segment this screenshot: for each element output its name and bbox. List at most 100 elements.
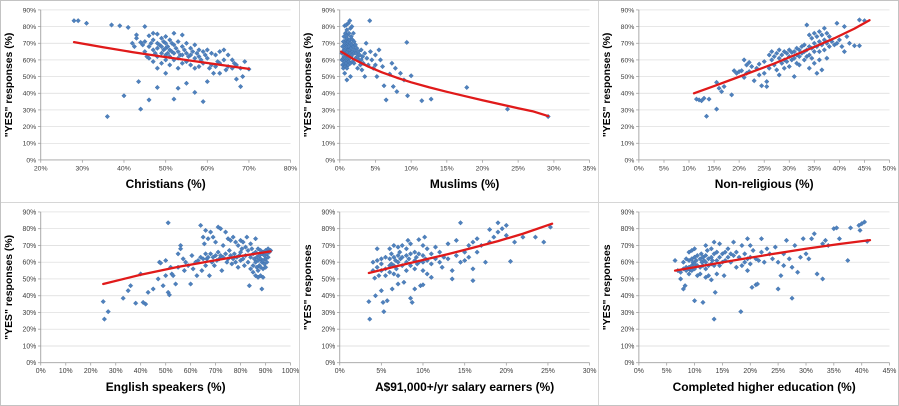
svg-text:15%: 15% xyxy=(716,368,730,375)
svg-text:90%: 90% xyxy=(621,7,635,14)
gridlines xyxy=(40,211,291,347)
svg-text:0%: 0% xyxy=(26,157,36,164)
svg-text:15%: 15% xyxy=(707,165,721,172)
x-axis-ticks: 0% 5% 10% 15% 20% 25% 30% 35% 40% 45% xyxy=(634,362,897,375)
svg-text:5%: 5% xyxy=(662,368,672,375)
svg-text:45%: 45% xyxy=(883,368,897,375)
y-axis-ticks: 0% 10% 20% 30% 40% 50% 60% 70% 80% 90% xyxy=(621,209,639,367)
svg-text:70%: 70% xyxy=(322,243,336,250)
svg-text:20%: 20% xyxy=(743,368,757,375)
svg-text:90%: 90% xyxy=(23,7,37,14)
scatter-chart-christians: 0% 10% 20% 30% 40% 50% 60% 70% 80% 90% 20% 30% 40% 50… xyxy=(4,7,297,191)
axes xyxy=(638,211,890,364)
svg-text:30%: 30% xyxy=(109,368,123,375)
data-points xyxy=(366,220,553,322)
svg-text:50%: 50% xyxy=(621,74,635,81)
x-axis-title: Muslims (%) xyxy=(430,177,500,191)
svg-text:15%: 15% xyxy=(440,165,454,172)
x-axis-ticks: 0% 5% 10% 15% 20% 25% 30% xyxy=(335,362,597,375)
svg-text:35%: 35% xyxy=(583,165,597,172)
svg-text:0%: 0% xyxy=(26,360,36,367)
trend-line xyxy=(367,222,554,275)
y-axis-ticks: 0% 10% 20% 30% 40% 50% 60% 70% 80% 90% xyxy=(23,209,41,367)
svg-text:20%: 20% xyxy=(499,368,513,375)
svg-text:30%: 30% xyxy=(322,310,336,317)
scatter-chart-non-religious: 0% 10% 20% 30% 40% 50% 60% 70% 80% 90% 0% 5% 10% 15% 2… xyxy=(602,7,896,191)
svg-text:20%: 20% xyxy=(34,165,48,172)
trend-line xyxy=(673,238,872,272)
panel-salary-earners: 0% 10% 20% 30% 40% 50% 60% 70% 80% 90% 0% 5% 10% 15% 2… xyxy=(300,203,599,405)
scatter-chart-english-speakers: 0% 10% 20% 30% 40% 50% 60% 70% 80% 90% 0% 10% 20% 30%… xyxy=(4,209,299,394)
svg-text:70%: 70% xyxy=(242,165,256,172)
y-axis-ticks: 0% 10% 20% 30% 40% 50% 60% 70% 80% 90% xyxy=(23,7,41,164)
scatter-chart-salary-earners: 0% 10% 20% 30% 40% 50% 60% 70% 80% 90% 0% 5% 10% 15% 2… xyxy=(303,209,597,394)
svg-text:60%: 60% xyxy=(200,165,214,172)
x-axis-title: Christians (%) xyxy=(126,177,206,191)
y-axis-title: "YES" responses (%) xyxy=(4,235,15,340)
svg-text:80%: 80% xyxy=(322,24,336,31)
svg-text:50%: 50% xyxy=(23,74,37,81)
svg-text:10%: 10% xyxy=(416,368,430,375)
panel-higher-education: 0% 10% 20% 30% 40% 50% 60% 70% 80% 90% 0% 5% 10% 15% 2… xyxy=(599,203,898,405)
svg-text:40%: 40% xyxy=(833,165,847,172)
gridlines xyxy=(339,211,590,347)
svg-text:25%: 25% xyxy=(541,368,555,375)
axes xyxy=(339,211,590,364)
svg-text:0%: 0% xyxy=(624,157,634,164)
svg-text:40%: 40% xyxy=(117,165,131,172)
svg-text:20%: 20% xyxy=(84,368,98,375)
gridlines xyxy=(638,211,890,347)
svg-text:60%: 60% xyxy=(621,260,635,267)
svg-text:10%: 10% xyxy=(322,141,336,148)
svg-text:30%: 30% xyxy=(23,107,37,114)
svg-text:0%: 0% xyxy=(634,165,644,172)
svg-text:10%: 10% xyxy=(23,343,37,350)
scatter-chart-muslims: 0% 10% 20% 30% 40% 50% 60% 70% 80% 90% 0% 5% 10% 15% 2… xyxy=(303,7,597,191)
y-axis-title: "YES" responses xyxy=(303,244,314,330)
svg-text:45%: 45% xyxy=(858,165,872,172)
x-axis-title: A$91,000+/yr salary earners (%) xyxy=(375,380,554,394)
svg-text:20%: 20% xyxy=(322,124,336,131)
svg-text:50%: 50% xyxy=(322,276,336,283)
panel-non-religious: 0% 10% 20% 30% 40% 50% 60% 70% 80% 90% 0% 5% 10% 15% 2… xyxy=(599,1,898,203)
svg-text:20%: 20% xyxy=(23,124,37,131)
svg-text:60%: 60% xyxy=(184,368,198,375)
svg-text:30%: 30% xyxy=(23,310,37,317)
svg-text:20%: 20% xyxy=(621,124,635,131)
svg-text:5%: 5% xyxy=(659,165,669,172)
svg-text:70%: 70% xyxy=(23,41,37,48)
svg-text:30%: 30% xyxy=(547,165,561,172)
svg-text:90%: 90% xyxy=(259,368,273,375)
svg-text:25%: 25% xyxy=(757,165,771,172)
svg-text:10%: 10% xyxy=(322,343,336,350)
svg-text:30%: 30% xyxy=(583,368,597,375)
svg-text:40%: 40% xyxy=(322,91,336,98)
svg-text:50%: 50% xyxy=(322,74,336,81)
svg-text:30%: 30% xyxy=(621,107,635,114)
svg-text:70%: 70% xyxy=(209,368,223,375)
svg-text:20%: 20% xyxy=(322,327,336,334)
svg-text:25%: 25% xyxy=(511,165,525,172)
axes xyxy=(40,211,291,364)
svg-text:20%: 20% xyxy=(732,165,746,172)
x-axis-ticks: 0% 5% 10% 15% 20% 25% 30% 35% 40% 45% 50% xyxy=(634,159,896,172)
axes xyxy=(40,9,291,161)
svg-text:40%: 40% xyxy=(23,293,37,300)
y-axis-title: "YES" responses (%) xyxy=(303,33,314,138)
x-axis-ticks: 0% 10% 20% 30% 40% 50% 60% 70% 80% 90% 100% xyxy=(36,362,299,375)
x-axis-title: Non-religious (%) xyxy=(715,177,814,191)
svg-text:90%: 90% xyxy=(621,209,635,216)
data-points xyxy=(339,18,551,120)
svg-text:70%: 70% xyxy=(23,243,37,250)
svg-text:0%: 0% xyxy=(335,165,345,172)
svg-text:10%: 10% xyxy=(404,165,418,172)
svg-text:5%: 5% xyxy=(370,165,380,172)
svg-text:50%: 50% xyxy=(159,165,173,172)
svg-text:80%: 80% xyxy=(23,226,37,233)
trend-line xyxy=(339,50,550,118)
svg-text:30%: 30% xyxy=(799,368,813,375)
svg-text:0%: 0% xyxy=(335,368,345,375)
y-axis-ticks: 0% 10% 20% 30% 40% 50% 60% 70% 80% 90% xyxy=(322,209,340,367)
panel-christians: 0% 10% 20% 30% 40% 50% 60% 70% 80% 90% 20% 30% 40% 50… xyxy=(1,1,300,203)
